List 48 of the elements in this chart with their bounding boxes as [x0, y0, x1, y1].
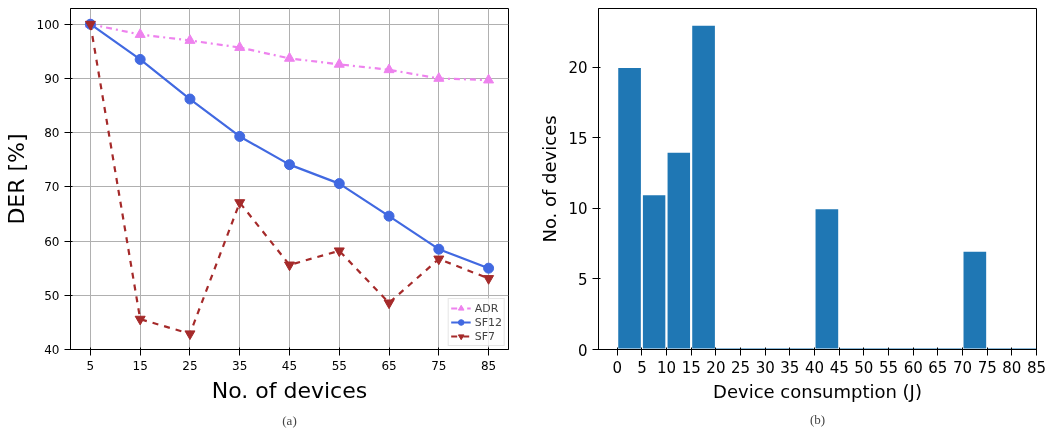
x-tick-label: 5	[86, 358, 95, 373]
x-tick-label: 65	[381, 358, 397, 373]
y-tick-label: 60	[44, 234, 60, 249]
x-tick-label: 80	[1002, 358, 1022, 377]
x-tick-label: 10	[657, 358, 677, 377]
legend-label: SF12	[474, 315, 502, 329]
x-tick-label: 60	[903, 358, 923, 377]
x-tick-label: 0	[612, 358, 623, 377]
x-tick-label: 30	[755, 358, 775, 377]
x-tick-label: 50	[854, 358, 874, 377]
x-tick-label: 45	[829, 358, 849, 377]
y-axis-title: No. of devices	[539, 115, 561, 243]
x-tick-label: 65	[928, 358, 948, 377]
x-tick-label: 20	[706, 358, 726, 377]
x-tick-label: 75	[431, 358, 447, 373]
x-tick-label: 40	[805, 358, 825, 377]
legend-label: ADR	[474, 301, 499, 315]
y-axis-title: DER [%]	[3, 133, 29, 225]
x-tick-label: 75	[977, 358, 997, 377]
legend-label: SF7	[474, 329, 495, 343]
x-tick-label: 35	[780, 358, 800, 377]
x-tick-label: 85	[480, 358, 497, 373]
y-tick-label: 50	[44, 288, 60, 303]
y-tick-label: 80	[44, 126, 60, 141]
y-tick-label: 5	[577, 270, 588, 289]
x-axis-title: Device consumption (J)	[713, 380, 922, 402]
x-tick-label: 70	[952, 358, 973, 377]
y-tick-label: 70	[44, 180, 60, 195]
text: (a)	[282, 412, 297, 428]
x-axis-title: No. of devices	[211, 377, 368, 403]
x-tick-label: 55	[878, 358, 899, 377]
text: (b)	[809, 411, 826, 427]
x-tick-label: 25	[731, 358, 751, 377]
x-tick-label: 35	[232, 358, 248, 373]
x-tick-label: 85	[1026, 358, 1047, 377]
y-tick-label: 90	[44, 71, 60, 86]
y-tick-label: 10	[568, 200, 588, 219]
x-tick-label: 15	[132, 358, 148, 373]
y-tick-label: 15	[568, 129, 588, 148]
x-tick-label: 5	[637, 358, 647, 377]
y-tick-label: 20	[568, 59, 588, 78]
y-tick-label: 100	[36, 17, 60, 32]
x-tick-label: 15	[681, 358, 701, 377]
x-tick-label: 55	[331, 358, 347, 373]
x-tick-label: 25	[182, 358, 198, 373]
y-tick-label: 0	[577, 341, 588, 360]
x-tick-label: 45	[281, 358, 298, 373]
y-tick-label: 40	[44, 343, 60, 357]
